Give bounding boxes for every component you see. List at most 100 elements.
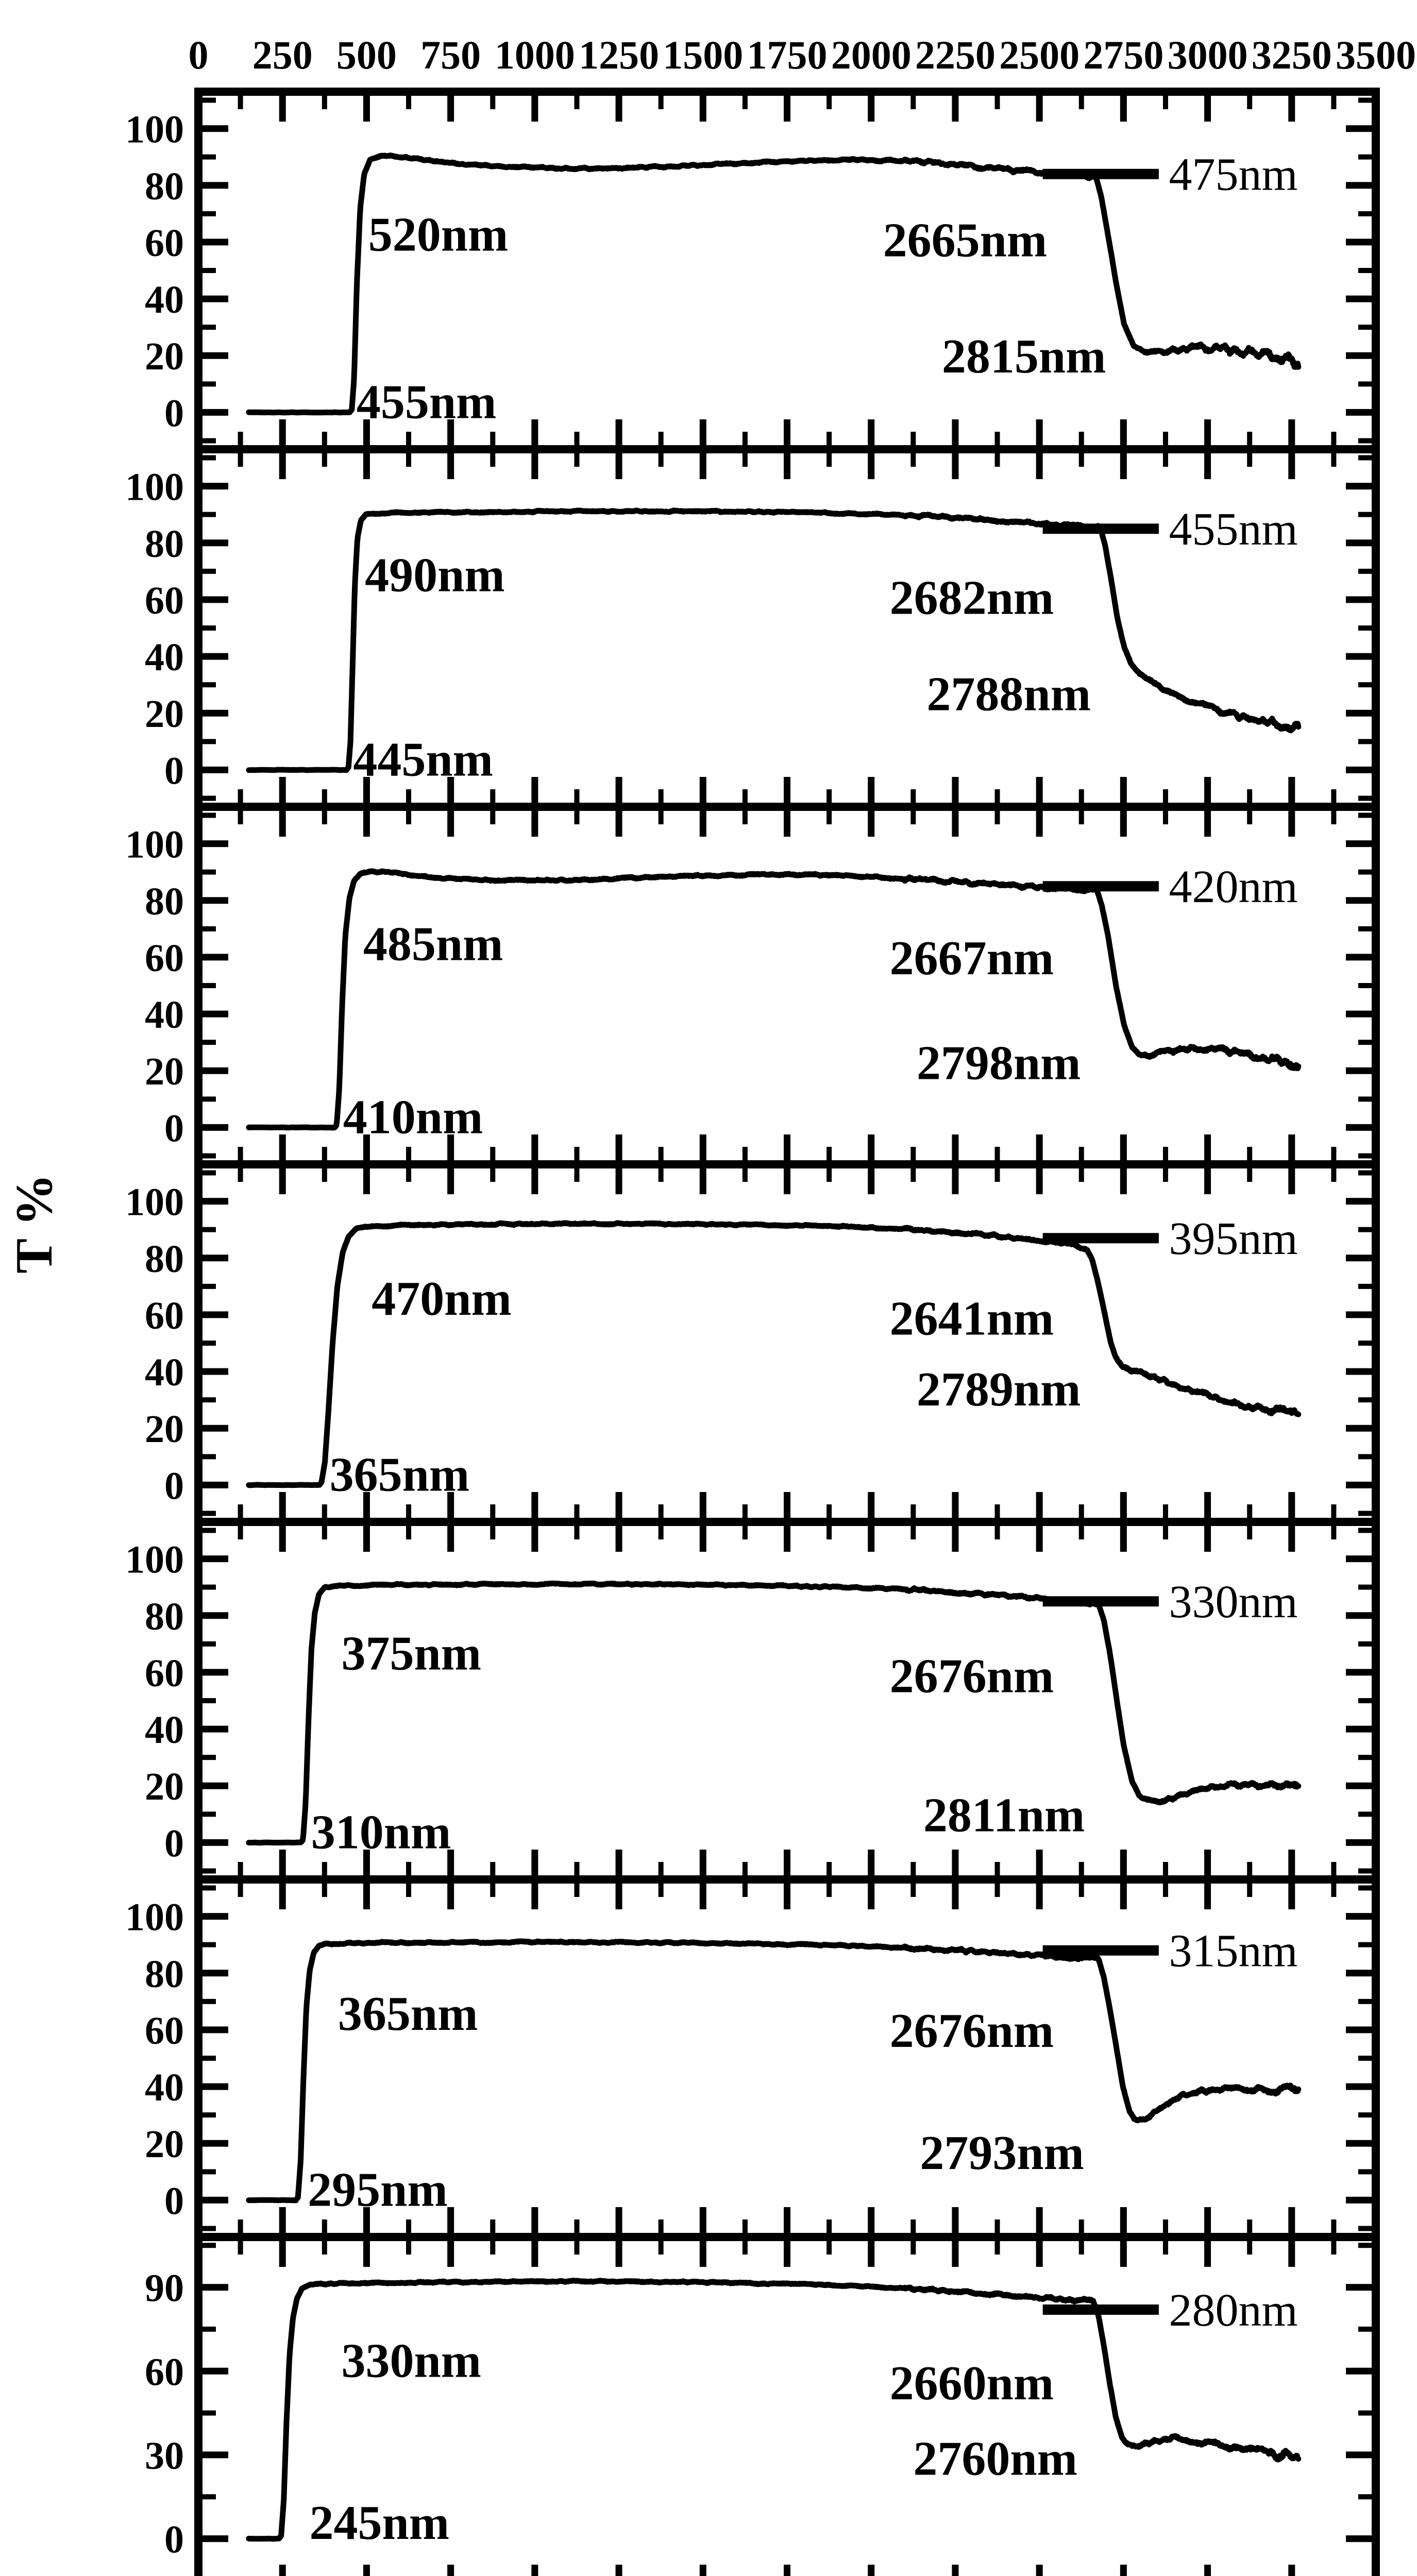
wavelength-annotation: 2682nm: [890, 571, 1054, 624]
x-tick-label-top: 2000: [831, 32, 912, 77]
y-tick-label: 40: [145, 1351, 184, 1394]
legend-label: 475nm: [1169, 149, 1297, 200]
spectrum-curve: [246, 1580, 1302, 1846]
y-tick-label: 20: [145, 1050, 184, 1093]
wavelength-annotation: 310nm: [311, 1805, 451, 1859]
tick-marks: [198, 807, 1376, 1164]
spectrum-curve: [246, 868, 1302, 1131]
wavelength-annotation: 2660nm: [890, 2357, 1054, 2410]
wavelength-annotation: 2811nm: [923, 1788, 1085, 1842]
y-tick-label: 40: [145, 636, 184, 679]
y-tick-label: 80: [145, 165, 184, 208]
wavelength-annotation: 2676nm: [890, 2004, 1054, 2058]
y-tick-label: 100: [125, 1538, 184, 1582]
y-tick-label: 0: [164, 1464, 184, 1507]
wavelength-annotation: 2676nm: [890, 1649, 1054, 1703]
y-tick-label: 20: [145, 1765, 184, 1808]
x-tick-label-top: 1500: [663, 32, 743, 77]
panel-1: 0 20 40 60 80 100 475nm 520nm 2665nm 2815nm 455nm: [125, 88, 1380, 453]
wavelength-annotation: 365nm: [330, 1448, 470, 1501]
y-tick-label: 100: [125, 1896, 184, 1939]
legend-label: 395nm: [1169, 1213, 1297, 1264]
y-tick-label: 20: [145, 692, 184, 736]
y-tick-label: 40: [145, 1708, 184, 1752]
wavelength-annotation: 2798nm: [917, 1037, 1081, 1090]
legend-label: 280nm: [1169, 2285, 1297, 2336]
y-tick-label: 0: [164, 392, 184, 435]
wavelength-annotation: 2760nm: [913, 2432, 1077, 2485]
wavelength-annotation: 520nm: [368, 208, 509, 261]
x-tick-label-top: 2250: [915, 32, 996, 77]
wavelength-annotation: 470nm: [372, 1272, 512, 1326]
spectrum-curve: [246, 2278, 1302, 2542]
y-tick-label: 40: [145, 2066, 184, 2109]
y-tick-label: 30: [145, 2434, 184, 2478]
legend-label: 455nm: [1169, 504, 1297, 555]
y-tick-label: 20: [145, 335, 184, 378]
y-tick-label: 0: [164, 1822, 184, 1865]
y-tick-label: 80: [145, 1238, 184, 1281]
y-tick-label: 40: [145, 993, 184, 1037]
wavelength-annotation: 2665nm: [883, 213, 1048, 267]
x-tick-label-top: 500: [336, 32, 397, 77]
wavelength-annotation: 2793nm: [920, 2126, 1084, 2180]
y-tick-label: 100: [125, 1181, 184, 1224]
wavelength-annotation: 2789nm: [917, 1363, 1081, 1416]
y-tick-label: 80: [145, 1953, 184, 1996]
y-tick-label: 40: [145, 278, 184, 321]
x-tick-label-top: 0: [189, 32, 209, 77]
x-tick-label-top: 2500: [999, 32, 1079, 77]
y-tick-label: 60: [145, 1294, 184, 1337]
panel-3: 0 20 40 60 80 100 420nm 485nm 2667nm 2798nm 410nm: [125, 803, 1380, 1168]
y-axis-title: T %: [5, 1174, 63, 1274]
x-tick-label-top: 1250: [579, 32, 659, 77]
y-tick-label: 80: [145, 880, 184, 923]
spectrum-curve: [246, 152, 1302, 416]
x-tick-label-top: 3500: [1336, 32, 1416, 77]
y-tick-label: 20: [145, 2123, 184, 2166]
legend-label: 315nm: [1169, 1926, 1297, 1977]
wavelength-annotation: 410nm: [343, 1090, 483, 1144]
y-tick-label: 0: [164, 749, 184, 792]
spectrum-curve: [246, 1220, 1302, 1488]
x-tick-label-top: 750: [420, 32, 481, 77]
y-tick-label: 60: [145, 937, 184, 980]
panel-7: 0 30 60 90 280nm 330nm 2660nm 2760nm 245nm: [145, 2233, 1380, 2576]
panel-5: 0 20 40 60 80 100 330nm 375nm 2676nm 2811nm 310nm: [125, 1518, 1380, 1884]
panel-4: 0 20 40 60 80 100 395nm 470nm 2641nm 2789nm 365nm: [125, 1160, 1380, 1526]
wavelength-annotation: 295nm: [308, 2163, 448, 2216]
y-tick-label: 100: [125, 108, 184, 151]
wavelength-annotation: 485nm: [363, 917, 503, 971]
legend-label: 420nm: [1169, 861, 1297, 912]
y-tick-label: 60: [145, 2350, 184, 2394]
spectrum-curve: [246, 507, 1302, 773]
y-tick-label: 0: [164, 1107, 184, 1150]
wavelength-annotation: 365nm: [338, 1987, 478, 2041]
x-tick-label-top: 1750: [747, 32, 828, 77]
wavelength-annotation: 445nm: [353, 733, 493, 786]
y-tick-label: 80: [145, 522, 184, 566]
wavelength-annotation: 490nm: [365, 548, 505, 602]
panel-6: 0 20 40 60 80 100 315nm 365nm 2676nm 2793nm 295nm: [125, 1875, 1380, 2241]
x-tick-label-top: 3000: [1168, 32, 1248, 77]
legend: 455nm: [1042, 504, 1298, 555]
wavelength-annotation: 2788nm: [926, 668, 1091, 721]
y-tick-label: 60: [145, 2009, 184, 2053]
panel-border: [194, 2233, 1380, 2576]
y-tick-label: 100: [125, 823, 184, 867]
wavelength-annotation: 455nm: [357, 375, 497, 429]
y-tick-label: 0: [164, 2518, 184, 2562]
x-tick-label-top: 2750: [1083, 32, 1163, 77]
wavelength-annotation: 330nm: [341, 2334, 481, 2388]
wavelength-annotation: 375nm: [341, 1626, 481, 1680]
spectrum-curve: [246, 1938, 1302, 2204]
x-tick-label-top: 1000: [495, 32, 575, 77]
x-tick-label-top: 250: [252, 32, 313, 77]
y-tick-label: 60: [145, 1652, 184, 1695]
legend: 280nm: [1042, 2285, 1298, 2336]
y-tick-label: 20: [145, 1408, 184, 1451]
y-tick-label: 100: [125, 466, 184, 509]
